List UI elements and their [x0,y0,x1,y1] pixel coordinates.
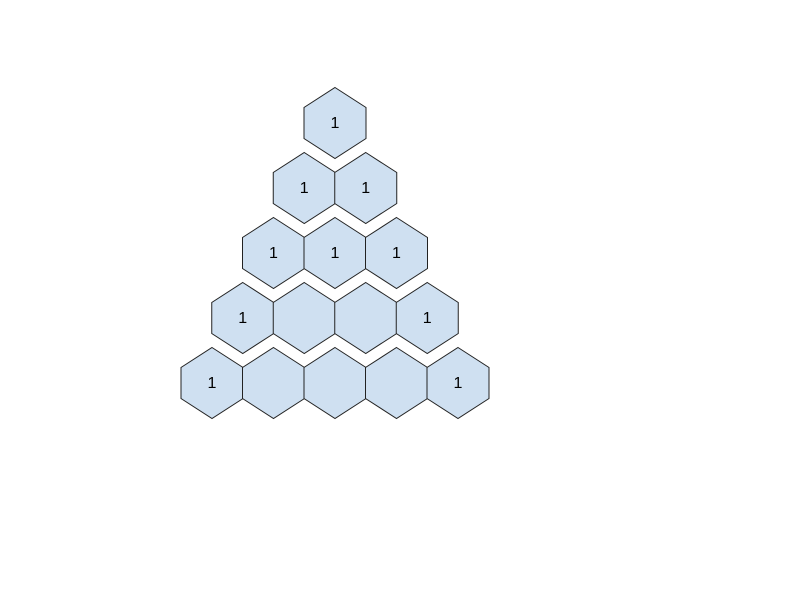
hex-cell [272,281,336,355]
hex-value-label: 1 [392,245,401,262]
hex-cell [242,346,305,420]
hex-grid: 1 1 1 1 1 1 1 1 1 1 [180,86,490,420]
hex-cell: 1 [365,216,428,290]
hex-value-label: 1 [454,375,463,392]
hex-cell: 1 [272,151,336,225]
hexagon-shape [242,346,305,420]
hex-cell [303,346,367,420]
hex-value-label: 1 [208,375,217,392]
hex-value-label: 1 [300,180,309,197]
hexagon-shape [272,281,336,355]
hexagon-shape [365,346,428,420]
hex-cell: 1 [303,86,367,160]
hex-cell: 1 [211,281,275,355]
hex-value-label: 1 [238,310,247,327]
hex-cell [365,346,428,420]
hex-cell: 1 [426,346,490,420]
hexagon-shape [395,281,459,355]
hex-cell [334,281,398,355]
hex-value-label: 1 [331,115,340,132]
hex-value-label: 1 [269,245,278,262]
hexagon-shape [303,86,367,160]
hex-cell: 1 [180,346,244,420]
hex-cell: 1 [242,216,305,290]
hex-value-label: 1 [331,245,340,262]
hex-cell: 1 [334,151,398,225]
hex-cell: 1 [395,281,459,355]
hex-value-label: 1 [423,310,432,327]
hexagon-shape [365,216,428,290]
hex-cell: 1 [303,216,367,290]
hexagon-shape [334,281,398,355]
hexagon-shape [303,346,367,420]
hexagon-shape [334,151,398,225]
hexagon-shape [426,346,490,420]
hex-value-label: 1 [361,180,370,197]
